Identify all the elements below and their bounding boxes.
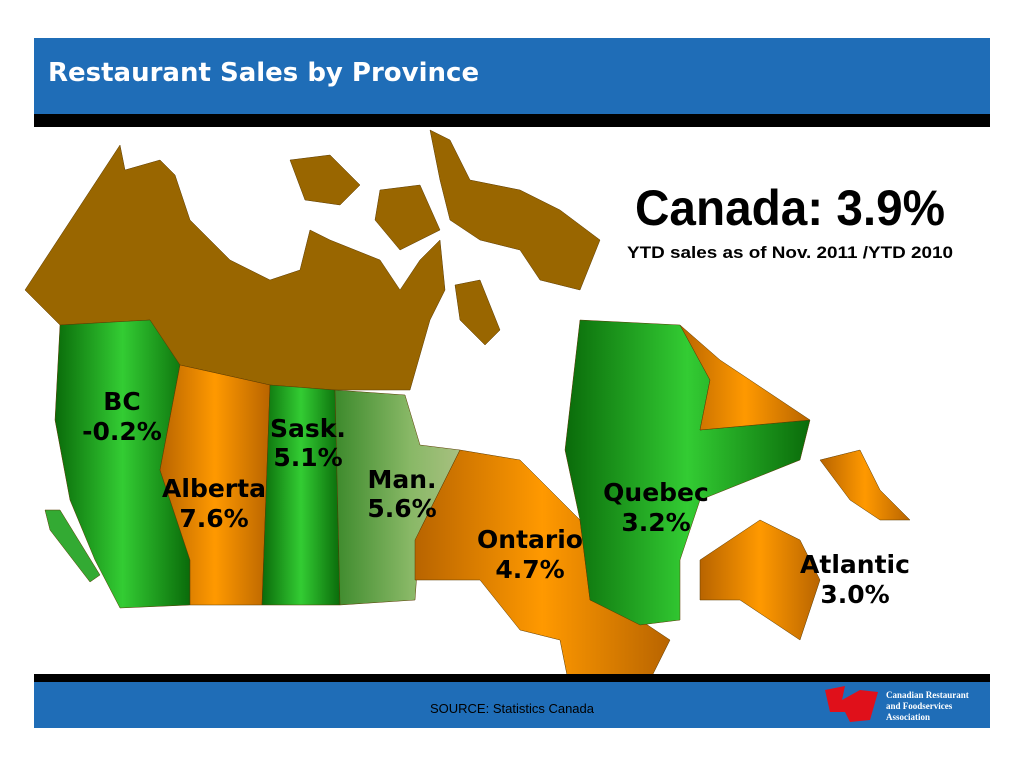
island [429, 129, 601, 291]
region-value: 3.0% [820, 580, 889, 609]
logo-text: Association [886, 712, 930, 722]
region-value: 5.6% [367, 494, 436, 523]
logo-mark [825, 686, 878, 722]
island [44, 509, 101, 583]
region-value: 7.6% [179, 504, 248, 533]
header-rule [34, 114, 990, 127]
map [24, 129, 911, 701]
region-value: -0.2% [82, 417, 162, 446]
atlantic-region [819, 449, 911, 521]
region-value: 4.7% [495, 555, 564, 584]
island [454, 279, 501, 346]
region-name: Man. [367, 465, 436, 494]
headline-subtitle: YTD sales as of Nov. 2011 /YTD 2010 [627, 243, 953, 262]
logo: Canadian Restaurant and Foodservices Ass… [825, 686, 969, 722]
logo-text: and Foodservices [886, 701, 953, 711]
island [289, 154, 361, 206]
headline: Canada: 3.9% [635, 180, 945, 236]
atlantic-region [699, 519, 821, 641]
source: SOURCE: Statistics Canada [430, 701, 595, 716]
region-name: Alberta [162, 474, 266, 503]
atlantic-region [679, 324, 811, 431]
region-labels: BC -0.2% Alberta 7.6% Sask. 5.1% Man. 5.… [82, 387, 910, 609]
region-value: 5.1% [273, 443, 342, 472]
region-name: BC [103, 387, 140, 416]
region-name: Quebec [603, 478, 709, 507]
footer-rule [34, 674, 990, 682]
header-bar [34, 38, 990, 114]
region-value: 3.2% [621, 508, 690, 537]
island [374, 184, 441, 251]
region-name: Ontario [477, 525, 583, 554]
title: Restaurant Sales by Province [48, 58, 479, 88]
region-name: Atlantic [800, 550, 910, 579]
logo-text: Canadian Restaurant [886, 690, 969, 700]
region-name: Sask. [270, 414, 346, 443]
